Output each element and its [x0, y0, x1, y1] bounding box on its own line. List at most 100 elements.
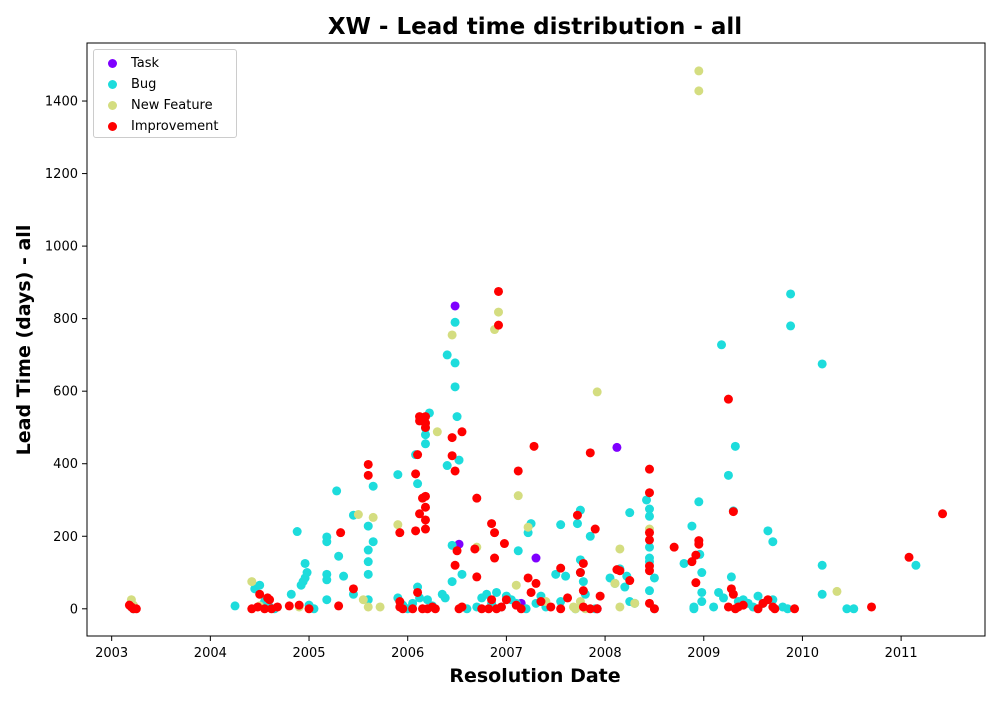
data-point-improvement [644, 535, 654, 545]
y-tick-label: 800 [53, 312, 78, 327]
x-tick-label: 2006 [391, 646, 424, 661]
data-point-new-feature [358, 595, 368, 605]
data-point-improvement [516, 604, 526, 614]
data-point-improvement [529, 441, 539, 451]
data-point-improvement [669, 542, 679, 552]
data-point-improvement [595, 591, 605, 601]
data-point-bug [817, 359, 827, 369]
data-point-improvement [415, 509, 425, 519]
data-point-bug [644, 542, 654, 552]
data-point-bug [730, 441, 740, 451]
data-point-improvement [420, 524, 430, 534]
data-point-bug [332, 486, 342, 496]
x-tick-label: 2004 [194, 646, 227, 661]
data-point-bug [286, 589, 296, 599]
data-point-new-feature [432, 427, 442, 437]
data-point-improvement [398, 604, 408, 614]
data-point-improvement [477, 604, 487, 614]
data-point-improvement [523, 573, 533, 583]
data-point-new-feature [368, 512, 378, 522]
data-point-improvement [644, 488, 654, 498]
data-point-bug [679, 558, 689, 568]
data-point-bug [450, 382, 460, 392]
x-tick-label: 2008 [589, 646, 622, 661]
data-point-bug [452, 412, 462, 422]
legend-label-task: Task [131, 55, 160, 71]
data-point-bug [849, 604, 859, 614]
data-point-task [612, 442, 622, 452]
data-point-improvement [556, 604, 566, 614]
x-axis-label: Resolution Date [449, 665, 620, 687]
data-point-new-feature [494, 307, 504, 317]
data-point-improvement [578, 602, 588, 612]
data-point-improvement [738, 600, 748, 610]
y-tick-label: 0 [70, 602, 78, 617]
data-point-bug [694, 497, 704, 507]
data-point-improvement [513, 466, 523, 476]
data-point-improvement [494, 320, 504, 330]
data-point-improvement [363, 470, 373, 480]
data-point-improvement [457, 602, 467, 612]
data-point-new-feature [513, 491, 523, 501]
y-tick-label: 1000 [45, 240, 78, 255]
data-point-new-feature [523, 522, 533, 532]
data-point-improvement [578, 586, 588, 596]
data-point-improvement [484, 604, 494, 614]
data-point-improvement [938, 509, 948, 519]
data-point-new-feature [393, 520, 403, 530]
data-point-improvement [490, 553, 500, 563]
data-point-improvement [578, 558, 588, 568]
data-point-improvement [472, 493, 482, 503]
data-point-bug [447, 577, 457, 587]
data-point-bug [578, 577, 588, 587]
data-point-new-feature [353, 509, 363, 519]
data-point-improvement [363, 459, 373, 469]
data-point-bug [492, 587, 502, 597]
data-point-improvement [904, 552, 914, 562]
data-point-improvement [592, 604, 602, 614]
data-point-bug [644, 504, 654, 514]
data-point-bug [768, 537, 778, 547]
legend-item-task: Task [94, 53, 159, 73]
data-point-new-feature [511, 580, 521, 590]
data-point-improvement [531, 578, 541, 588]
data-point-bug [363, 545, 373, 555]
data-point-new-feature [694, 86, 704, 96]
data-point-bug [572, 519, 582, 529]
ticks-layer: 2003 2004 2005 2006 2007 2008 2009 2010 2011 0 200… [45, 95, 918, 661]
data-point-improvement [526, 587, 536, 597]
data-point-new-feature [610, 578, 620, 588]
data-point-improvement [470, 544, 480, 554]
data-point-bug [454, 455, 464, 465]
data-point-improvement [457, 427, 467, 437]
data-point-improvement [487, 519, 497, 529]
data-point-improvement [450, 466, 460, 476]
data-point-bug [393, 470, 403, 480]
data-point-bug [450, 317, 460, 327]
data-point-bug [697, 587, 707, 597]
x-tick-label: 2003 [95, 646, 128, 661]
data-point-improvement [255, 589, 265, 599]
x-tick-label: 2010 [786, 646, 819, 661]
data-point-improvement [131, 604, 141, 614]
data-point-improvement [563, 593, 573, 603]
data-point-improvement [472, 572, 482, 582]
data-point-improvement [420, 515, 430, 525]
legend-item-bug: Bug [94, 74, 156, 94]
data-point-bug [413, 479, 423, 489]
legend-item-new-feature: New Feature [94, 95, 213, 115]
data-point-improvement [334, 601, 344, 611]
data-point-improvement [487, 595, 497, 605]
data-point-bug [551, 569, 561, 579]
x-tick-label: 2009 [687, 646, 720, 661]
data-point-bug [718, 593, 728, 603]
data-point-bug [513, 546, 523, 556]
data-point-bug [255, 580, 265, 590]
data-point-bug [363, 557, 373, 567]
data-point-bug [302, 568, 312, 578]
data-point-bug [687, 521, 697, 531]
data-point-improvement [420, 422, 430, 432]
data-point-bug [642, 495, 652, 505]
points-layer [124, 66, 948, 614]
